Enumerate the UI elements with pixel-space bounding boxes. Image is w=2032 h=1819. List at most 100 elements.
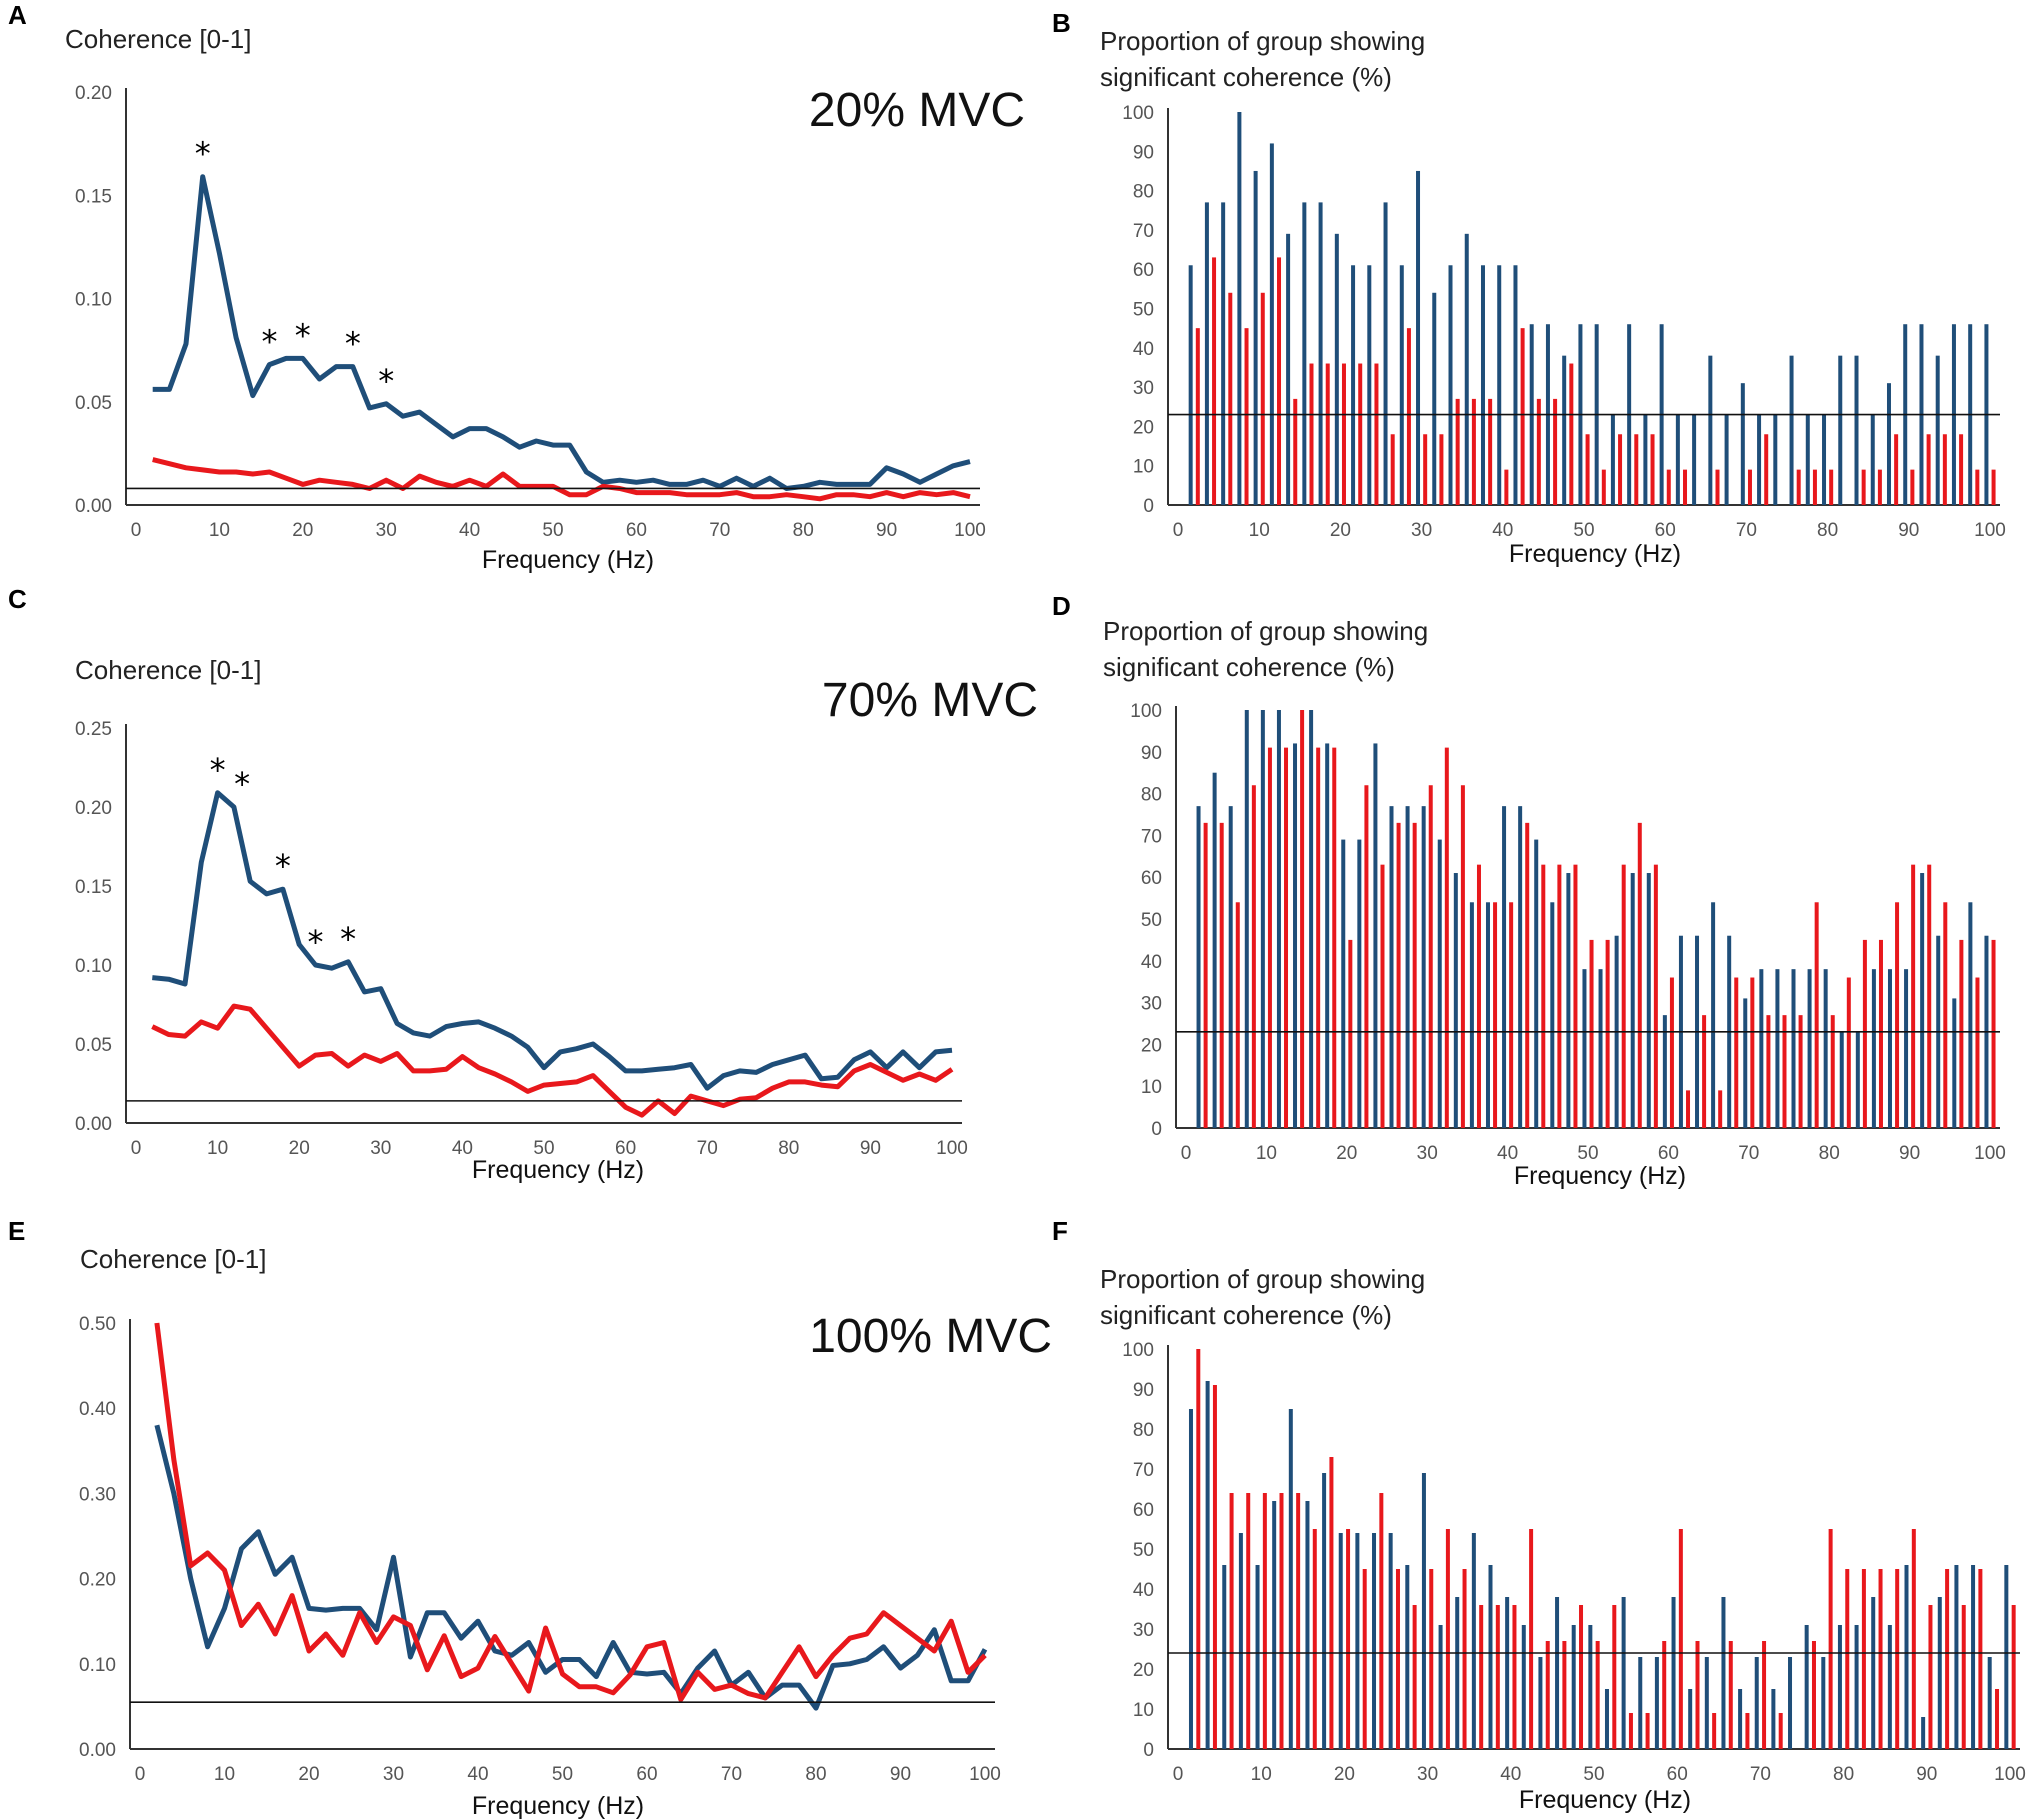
panel-a-line-blue [152,174,971,491]
panel-e-y-tick-label: 0.30 [79,1484,116,1505]
panel-b-bar-red-62hz [1683,469,1688,505]
panel-b-bar-blue-12hz [1269,143,1274,505]
panel-f-bar-red-64hz [1712,1713,1717,1749]
panel-b-x-tick-label: 80 [1817,520,1838,541]
panel-d-bar-red-72hz [1766,1015,1771,1128]
panel-d-y-tick-label: 50 [1141,910,1162,931]
panel-c-x-tick-label: 60 [615,1138,636,1159]
panel-d-bar-blue-98hz [1968,902,1973,1128]
panel-b-bar-red-54hz [1618,434,1623,505]
panel-f-bar-red-56hz [1645,1713,1650,1749]
panel-f-x-tick-label: 70 [1750,1764,1771,1785]
panel-f-bar-red-32hz [1445,1529,1450,1749]
panel-f-bar-blue-54hz [1621,1597,1626,1749]
panel-e-x-tick-label: 70 [721,1764,742,1785]
panel-b-bar-red-98hz [1975,469,1980,505]
panel-b-bar-blue-10hz [1253,170,1258,505]
panel-letter-e: E [8,1216,25,1246]
panel-b-bar-blue-74hz [1773,414,1778,505]
panel-f-bar-red-88hz [1911,1529,1916,1749]
panel-b-bar-blue-16hz [1302,202,1307,505]
panel-f-bar-red-78hz [1828,1529,1833,1749]
panel-f-bar-blue-58hz [1654,1657,1659,1749]
panel-f-x-tick-label: 90 [1916,1764,1937,1785]
panel-f-y-tick-label: 70 [1133,1460,1154,1481]
panel-f-bar-red-96hz [1978,1569,1983,1749]
panel-d-bar-blue-40hz [1502,806,1507,1128]
panel-b-bar-red-52hz [1601,469,1606,505]
panel-d-bar-blue-50hz [1582,969,1587,1128]
panel-f-xlabel: Frequency (Hz) [1519,1786,1691,1814]
panel-c-y-tick-label: 0.00 [75,1114,112,1135]
panel-a-x-tick-label: 40 [459,520,480,541]
panel-d-ylabel-line2: significant coherence (%) [1103,652,1395,682]
panel-d-bar-red-42hz [1525,822,1530,1128]
panel-a-x-tick-label: 80 [793,520,814,541]
panel-a-y-tick-label: 0.15 [75,186,112,207]
panel-f-bar-red-30hz [1429,1569,1434,1749]
panel-e-x-tick-label: 10 [214,1764,235,1785]
panel-c-significance-star: * [210,751,226,789]
panel-d-x-tick-label: 70 [1738,1143,1759,1164]
panel-b-ylabel-line2: significant coherence (%) [1100,62,1392,92]
panel-d-bar-red-100hz [1991,939,1996,1128]
panel-f-bar-blue-76hz [1804,1625,1809,1749]
panel-d-bar-blue-4hz [1212,772,1217,1128]
panel-c-x-tick-label: 10 [207,1138,228,1159]
panel-d-plot-area: 0 10 20 30 40 50 60 70 80 90 100 0 10 20 30 40 50 60 70 80 9… [1130,701,2006,1164]
panel-b-bar-red-30hz [1423,434,1428,505]
panel-f-y-tick-label: 30 [1133,1620,1154,1641]
panel-d-bar-blue-10hz [1260,710,1265,1128]
panel-b-bar-red-88hz [1894,434,1899,505]
panel-d-bar-blue-66hz [1711,902,1716,1128]
panel-d-bar-red-36hz [1476,864,1481,1128]
panel-f-bar-red-94hz [1961,1605,1966,1749]
panel-c-x-tick-label: 50 [533,1138,554,1159]
panel-d-x-tick-label: 50 [1577,1143,1598,1164]
panel-b-x-tick-label: 50 [1573,520,1594,541]
panel-b-bar-red-28hz [1406,328,1411,505]
panel-b-bar-red-8hz [1244,328,1249,505]
panel-f-bar-blue-16hz [1305,1501,1310,1749]
panel-f-bar-blue-24hz [1372,1533,1377,1749]
panel-e-x-tick-label: 0 [135,1764,146,1785]
panel-f-bar-red-98hz [1995,1689,2000,1749]
panel-f-y-tick-label: 10 [1133,1700,1154,1721]
panel-d-bar-blue-18hz [1325,743,1330,1128]
panel-d-bar-blue-58hz [1646,873,1651,1128]
panel-d-bar-red-12hz [1284,747,1289,1128]
panel-f-bar-red-50hz [1595,1641,1600,1749]
panel-f-bar-blue-32hz [1438,1625,1443,1749]
panel-c-significance-star: * [340,920,356,958]
panel-d-bar-blue-52hz [1598,969,1603,1128]
panel-f-bar-blue-78hz [1821,1657,1826,1749]
panel-d-bar-blue-80hz [1823,969,1828,1128]
panel-b-bar-red-60hz [1666,469,1671,505]
panel-b-bar-red-34hz [1455,398,1460,505]
panel-b-plot-area: 0 10 20 30 40 50 60 70 80 90 100 0 10 20 30 40 50 60 70 80 9… [1122,103,2006,541]
panel-f-y-tick-label: 90 [1133,1380,1154,1401]
panel-d-bar-blue-86hz [1871,969,1876,1128]
panel-b-bar-red-90hz [1910,469,1915,505]
panel-f-bar-blue-40hz [1505,1597,1510,1749]
panel-c-xlabel: Frequency (Hz) [472,1156,644,1184]
panel-b-x-tick-label: 40 [1492,520,1513,541]
panel-d-bar-red-90hz [1911,864,1916,1128]
panel-d-bar-blue-48hz [1566,873,1571,1128]
panel-d-bar-blue-36hz [1469,902,1474,1128]
panel-a-x-tick-label: 10 [209,520,230,541]
panel-d-y-tick-label: 0 [1151,1119,1162,1140]
panel-b-bar-blue-38hz [1480,265,1485,505]
panel-d-bar-blue-76hz [1791,969,1796,1128]
panel-b-y-tick-label: 100 [1122,103,1154,124]
panel-b-bar-red-58hz [1650,434,1655,505]
panel-f-bar-blue-20hz [1338,1533,1343,1749]
panel-d-bar-blue-78hz [1807,969,1812,1128]
panel-d-x-tick-label: 100 [1974,1143,2006,1164]
panel-f-bar-blue-22hz [1355,1533,1360,1749]
panel-d-y-tick-label: 70 [1141,826,1162,847]
panel-c-x-tick-label: 80 [778,1138,799,1159]
panel-b-bar-red-26hz [1390,434,1395,505]
panel-b-bar-blue-24hz [1367,265,1372,505]
panel-f-bar-red-26hz [1395,1569,1400,1749]
